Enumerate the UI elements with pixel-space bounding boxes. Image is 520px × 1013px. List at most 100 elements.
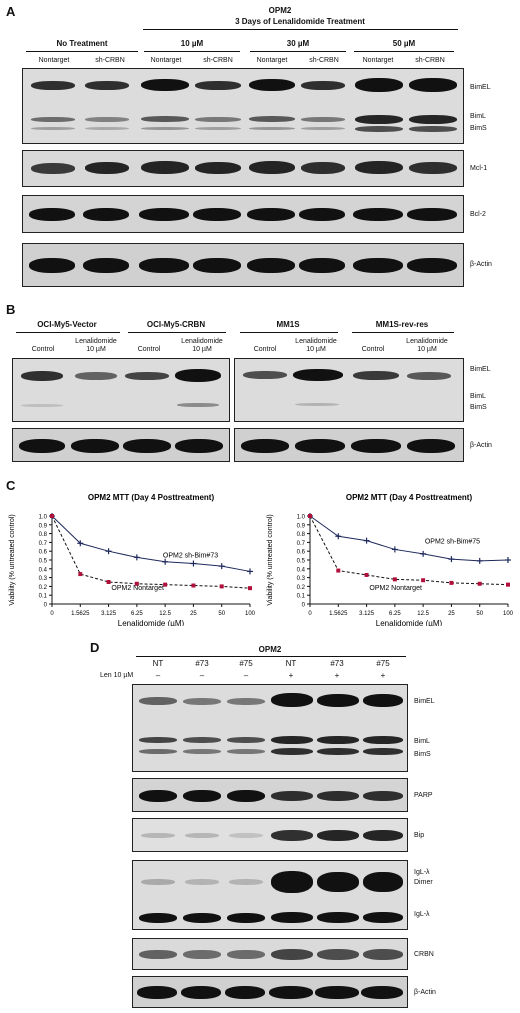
x-tick-label: 25 [190, 611, 197, 617]
series-label: OPM2 Nontarget [369, 585, 422, 592]
panel-d-label-igl-dimer-1: IgL-λ [414, 869, 430, 876]
series-label: OPM2 sh-Bim#73 [163, 552, 218, 559]
panel-d-len-sign: – [243, 671, 249, 680]
y-tick-label: 0.7 [297, 541, 306, 547]
data-point [248, 586, 252, 591]
x-tick-label: 100 [503, 611, 514, 617]
panel-a-group-2: 30 µM [286, 39, 310, 48]
panel-d-label-bip: Bip [414, 832, 425, 839]
panel-a-label-bims: BimS [470, 125, 487, 132]
x-tick-label: 3.125 [101, 611, 117, 617]
x-tick-label: 50 [218, 611, 225, 617]
panel-b-len-dose: 10 µM [86, 346, 106, 353]
series-label: OPM2 Nontarget [111, 585, 164, 592]
data-point [449, 580, 454, 585]
data-point [506, 582, 510, 587]
panel-d-lane-label: #73 [330, 659, 344, 668]
panel-a-mcl1-blot [22, 150, 464, 187]
panel-b-control-label: Control [253, 346, 277, 353]
data-point [106, 580, 111, 584]
series-line-0 [51, 515, 251, 572]
panel-d-igl-blot [132, 860, 408, 930]
panel-d-lane-label: #73 [195, 659, 209, 668]
panel-b-control-label: Control [137, 346, 161, 353]
panel-d-len-sign: + [288, 671, 294, 680]
x-tick-label: 1.5625 [329, 611, 348, 617]
panel-a-lane-label: sh-CRBN [203, 57, 233, 64]
panel-d-label-bims: BimS [414, 751, 431, 758]
panel-d-lane-label: #75 [239, 659, 253, 668]
panel-a-group-3: 50 µM [392, 39, 416, 48]
panel-b-group-1: OCI-My5-CRBN [146, 320, 206, 329]
panel-b-letter: B [6, 302, 16, 317]
panel-d-cell-line: OPM2 [258, 645, 282, 654]
y-tick-label: 0.4 [297, 567, 306, 573]
data-point [421, 578, 426, 583]
panel-d-bip-blot [132, 818, 408, 852]
panel-b-label-bims: BimS [470, 404, 487, 411]
panel-a-treatment-underline [143, 29, 458, 30]
data-point [78, 572, 83, 577]
panel-d-label-igl: IgL-λ [414, 911, 430, 918]
data-point [477, 581, 482, 586]
panel-b-bim-blot-left [12, 358, 230, 422]
panel-b-control-label: Control [31, 346, 55, 353]
data-point [308, 514, 312, 518]
panel-a-treatment-title: 3 Days of Lenalidomide Treatment [235, 17, 365, 26]
panel-b-label-bimel: BimEL [470, 366, 491, 373]
panel-b-actin-blot-left [12, 428, 230, 462]
panel-d-bim-blot [132, 684, 408, 772]
panel-d-label-biml: BimL [414, 738, 430, 745]
x-axis-label: Lenalidomide (µM) [376, 619, 443, 626]
y-tick-label: 0.5 [297, 559, 306, 565]
panel-b-group-2: MM1S [276, 320, 300, 329]
y-tick-label: 0.8 [39, 532, 48, 538]
panel-c-letter: C [6, 478, 16, 493]
data-point [219, 584, 224, 589]
series-line-0 [309, 515, 509, 562]
series-line-1 [309, 515, 509, 586]
panel-b-group-0: OCI-My5-Vector [37, 320, 97, 329]
panel-d-len-label: Len 10 µM [100, 672, 134, 679]
mtt-chart-left: OPM2 MTT (Day 4 Posttreatment) 0 0.1 0.2 0.3… [9, 493, 256, 626]
panel-b-group-underline [128, 332, 226, 333]
panel-b-len-dose: 10 µM [306, 346, 326, 353]
data-point [364, 572, 369, 577]
panel-d-crbn-blot [132, 938, 408, 970]
chart-title: OPM2 MTT (Day 4 Posttreatment) [346, 493, 473, 502]
panel-d-lane-label: #75 [376, 659, 390, 668]
y-axis-label: Viability (% untreated control) [9, 514, 16, 605]
panel-b-len-label: Lenalidomide [295, 338, 337, 345]
panel-d-label-igl-dimer-2: Dimer [414, 879, 433, 886]
y-tick-label: 1.0 [297, 515, 306, 521]
x-tick-label: 50 [476, 611, 483, 617]
x-tick-label: 3.125 [359, 611, 375, 617]
y-tick-label: 0.4 [39, 567, 48, 573]
panel-a-label-mcl1: Mcl-1 [470, 165, 488, 172]
y-tick-label: 0 [44, 603, 48, 609]
panel-d-label-bimel: BimEL [414, 698, 435, 705]
panel-b-group-underline [240, 332, 338, 333]
series-line-1 [51, 515, 251, 589]
x-tick-label: 0 [308, 611, 312, 617]
panel-b-bim-blot-right [234, 358, 464, 422]
panel-a-lane-label: sh-CRBN [415, 57, 445, 64]
y-tick-label: 0.9 [39, 523, 48, 529]
data-point [336, 568, 341, 573]
y-tick-label: 1.0 [39, 515, 48, 521]
panel-a-group-0: No Treatment [56, 39, 108, 48]
panel-d-label-parp: PARP [414, 792, 433, 799]
panel-d-header-underline [136, 656, 406, 657]
y-tick-label: 0.6 [39, 550, 48, 556]
panel-a-lane-label: sh-CRBN [309, 57, 339, 64]
data-point [134, 581, 139, 586]
panel-a-group-underline [26, 51, 138, 52]
y-tick-label: 0.1 [39, 594, 48, 600]
panel-a-bcl2-blot [22, 195, 464, 233]
x-tick-label: 6.25 [389, 611, 401, 617]
y-tick-label: 0.6 [297, 550, 306, 556]
panel-b-group-underline [352, 332, 454, 333]
panel-a-letter: A [6, 4, 16, 19]
data-point [163, 582, 168, 587]
panel-b-len-label: Lenalidomide [181, 338, 223, 345]
